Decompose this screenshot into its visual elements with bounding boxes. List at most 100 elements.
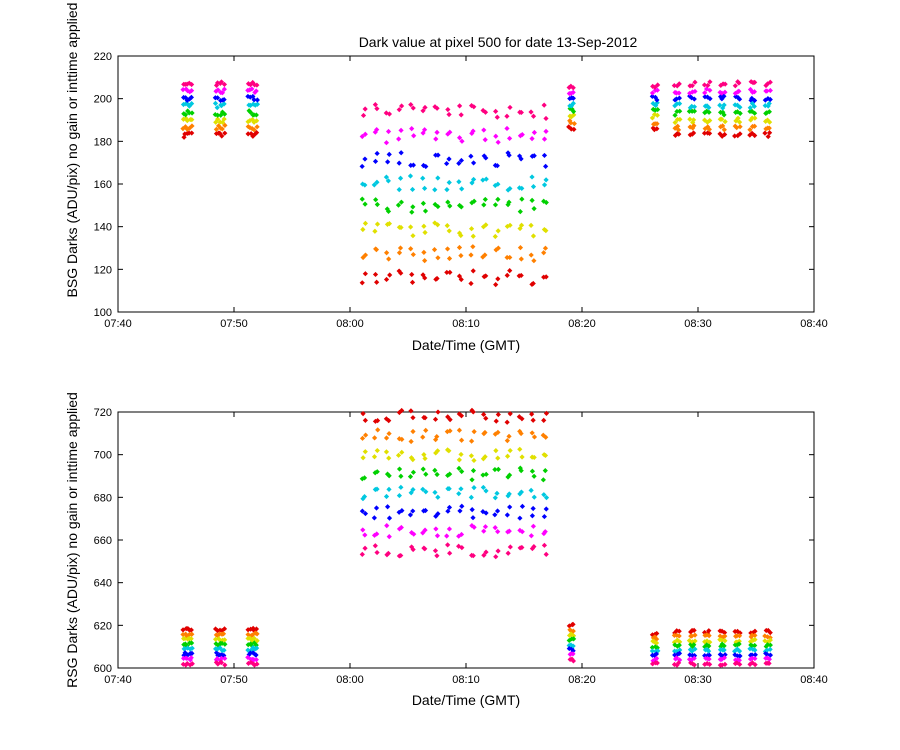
data-point xyxy=(495,228,501,234)
data-point xyxy=(655,82,661,88)
data-point xyxy=(383,493,390,500)
data-point xyxy=(492,431,498,437)
data-point xyxy=(222,641,228,647)
data-point xyxy=(384,221,391,227)
data-point xyxy=(423,489,429,495)
data-point xyxy=(568,114,575,120)
data-point xyxy=(458,276,464,283)
figure-title: Dark value at pixel 500 for date 13-Sep-… xyxy=(359,34,638,50)
data-point xyxy=(493,108,499,115)
data-point xyxy=(767,637,773,643)
data-point xyxy=(570,643,576,649)
data-point xyxy=(764,651,770,658)
data-point xyxy=(398,150,404,156)
data-point xyxy=(541,250,547,256)
data-point xyxy=(543,228,549,234)
data-point xyxy=(359,551,365,557)
data-point xyxy=(734,660,740,666)
data-point xyxy=(492,233,498,240)
data-point xyxy=(707,661,713,667)
data-point xyxy=(504,125,510,132)
data-point xyxy=(423,471,429,477)
data-point xyxy=(469,200,475,206)
data-point xyxy=(431,247,438,253)
data-point xyxy=(362,131,368,137)
data-point xyxy=(495,455,501,461)
data-point xyxy=(469,438,475,444)
data-point xyxy=(217,631,223,637)
data-point xyxy=(409,126,415,132)
data-point xyxy=(432,187,438,193)
data-point xyxy=(396,186,402,193)
data-point xyxy=(504,272,510,278)
data-point xyxy=(458,112,464,118)
data-point xyxy=(507,268,513,274)
data-point xyxy=(691,123,697,129)
data-point xyxy=(762,130,768,136)
data-point xyxy=(219,126,225,132)
data-point xyxy=(189,81,195,88)
data-point xyxy=(254,130,260,136)
data-point xyxy=(385,128,392,135)
data-point xyxy=(359,476,365,482)
data-point xyxy=(504,453,511,459)
data-point xyxy=(704,632,710,638)
x-tick-label: 07:50 xyxy=(220,318,248,330)
data-point xyxy=(654,126,660,132)
data-point xyxy=(396,466,403,472)
data-point xyxy=(456,533,462,539)
data-point xyxy=(458,437,465,443)
data-point xyxy=(373,505,380,511)
data-point xyxy=(689,83,695,89)
data-point xyxy=(383,416,389,422)
data-point xyxy=(408,224,414,230)
data-point xyxy=(531,494,537,500)
data-point xyxy=(385,208,392,215)
data-point xyxy=(214,627,221,634)
data-point xyxy=(705,124,711,130)
x-tick-label: 08:30 xyxy=(684,674,712,686)
data-point xyxy=(734,639,740,645)
data-point xyxy=(189,123,195,129)
data-point xyxy=(519,196,525,202)
data-point xyxy=(372,435,378,441)
data-point xyxy=(447,428,453,434)
data-point xyxy=(507,411,513,417)
data-point xyxy=(470,468,477,474)
data-point xyxy=(732,648,738,654)
data-point xyxy=(654,112,660,118)
data-point xyxy=(395,202,402,208)
data-point xyxy=(386,111,393,117)
data-point xyxy=(541,542,548,548)
data-point xyxy=(689,643,696,650)
data-point xyxy=(249,86,255,92)
data-point xyxy=(543,199,549,206)
y-tick-label: 640 xyxy=(94,578,112,590)
data-point xyxy=(251,127,257,133)
data-point xyxy=(531,543,537,550)
data-point xyxy=(469,180,475,186)
data-point xyxy=(677,657,683,663)
data-point xyxy=(251,119,257,125)
data-point xyxy=(736,80,742,86)
data-point xyxy=(767,630,773,636)
data-point xyxy=(483,155,489,161)
data-point xyxy=(507,104,513,111)
data-point xyxy=(445,472,451,479)
data-point xyxy=(456,411,462,417)
data-point xyxy=(435,494,441,500)
data-point xyxy=(386,515,393,521)
data-point xyxy=(764,647,770,653)
data-point xyxy=(185,625,191,632)
data-point xyxy=(383,449,390,455)
data-point xyxy=(447,550,453,556)
data-point xyxy=(386,151,392,157)
data-point xyxy=(736,638,742,644)
data-point xyxy=(360,226,366,233)
data-point xyxy=(674,632,680,638)
data-point xyxy=(767,652,774,658)
data-point xyxy=(435,255,441,261)
data-point xyxy=(752,110,758,116)
data-point xyxy=(456,202,463,209)
data-point xyxy=(531,129,538,136)
